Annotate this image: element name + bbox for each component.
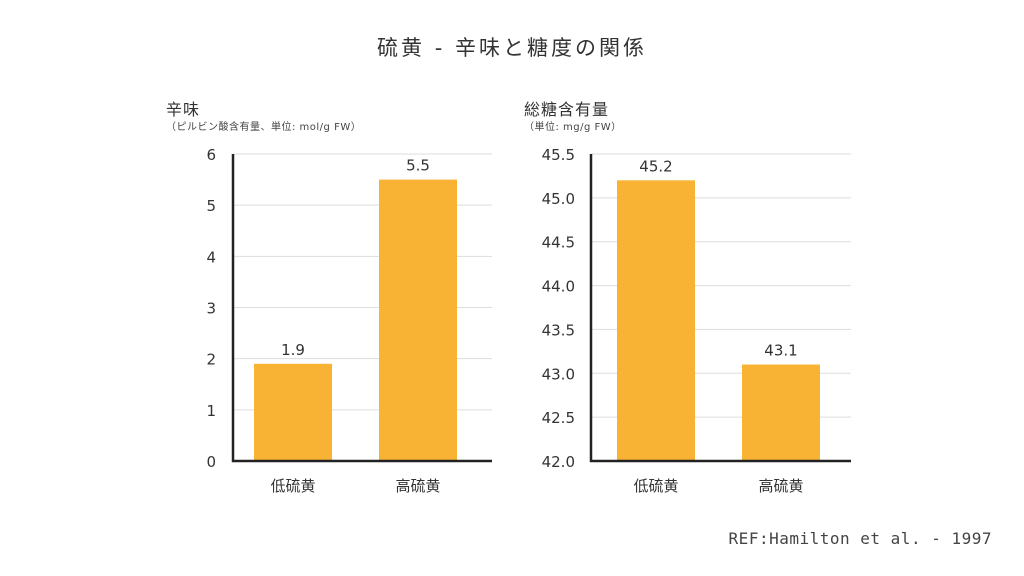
- y-tick-label: 44.0: [542, 278, 575, 296]
- y-tick-label: 43.0: [542, 365, 575, 383]
- x-category-label: 低硫黄: [633, 477, 678, 495]
- bar: [742, 364, 820, 461]
- y-tick-label: 6: [206, 146, 216, 164]
- y-tick-label: 43.5: [542, 321, 575, 339]
- y-tick-label: 44.5: [542, 234, 575, 252]
- y-tick-label: 4: [206, 248, 216, 266]
- y-tick-label: 42.0: [542, 453, 575, 471]
- chart-title: 硫黄 - 辛味と糖度の関係: [377, 36, 647, 60]
- data-label: 1.9: [281, 341, 305, 359]
- left-panel-title: 辛味: [166, 100, 201, 119]
- reference-note: REF:Hamilton et al. - 1997: [728, 529, 992, 548]
- bar: [254, 363, 332, 461]
- x-category-label: 高硫黄: [758, 477, 803, 495]
- bar: [617, 180, 695, 462]
- y-tick-label: 2: [206, 351, 216, 369]
- right-panel-title: 総糖含有量: [524, 100, 610, 119]
- bar: [379, 179, 457, 462]
- y-tick-label: 5: [206, 197, 216, 215]
- x-category-label: 低硫黄: [270, 477, 315, 495]
- right-panel-subtitle: （単位: mg/g FW）: [524, 122, 622, 133]
- total-sugar-chart: 42.0 42.5 43.0 43.5 44.0 44.5 45.0 45.5 45.2 低硫黄 4…: [542, 146, 851, 495]
- y-tick-label: 45.0: [542, 190, 575, 208]
- data-label: 5.5: [406, 157, 430, 175]
- y-tick-label: 3: [206, 300, 216, 318]
- y-tick-label: 0: [206, 453, 216, 471]
- y-tick-label: 45.5: [542, 146, 575, 164]
- data-label: 43.1: [764, 342, 797, 360]
- data-label: 45.2: [639, 157, 672, 175]
- y-tick-label: 42.5: [542, 409, 575, 427]
- y-tick-label: 1: [206, 402, 216, 420]
- pungency-chart: 0 1 2 3 4 5 6 1.9 低硫黄 5.5 高硫黄: [206, 146, 492, 495]
- x-category-label: 高硫黄: [395, 477, 440, 495]
- left-panel-subtitle: （ピルビン酸含有量、単位: mol/g FW）: [166, 122, 362, 133]
